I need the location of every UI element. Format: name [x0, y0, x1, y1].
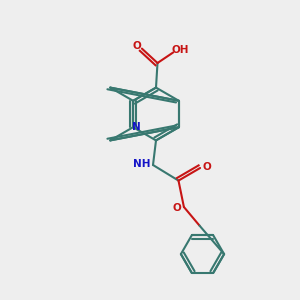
Text: O: O: [202, 161, 211, 172]
Text: O: O: [132, 41, 141, 52]
Text: NH: NH: [133, 159, 150, 169]
Text: N: N: [132, 122, 141, 132]
Text: OH: OH: [172, 45, 189, 56]
Text: O: O: [172, 203, 181, 213]
